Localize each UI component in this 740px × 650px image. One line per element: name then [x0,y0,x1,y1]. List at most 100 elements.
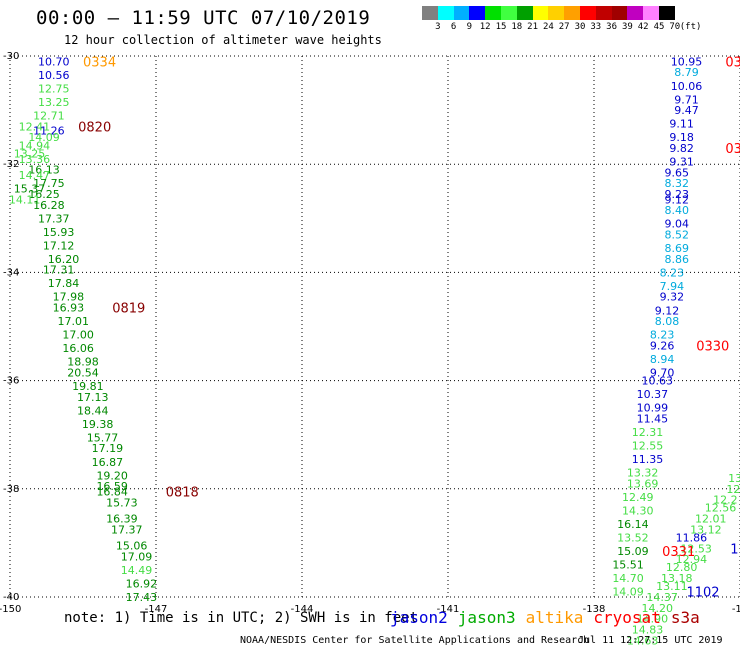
swh-value-jason2: 10.99 [637,402,669,415]
color-scale-swatch [422,6,438,20]
swh-value-altika: 15.37 [14,183,46,196]
swh-value-altika: 16.20 [48,253,80,266]
swh-value-jason2: 16.14 [617,518,649,531]
color-scale-level: 45 [653,22,665,32]
swh-value-altika: 17.43 [126,591,158,604]
color-scale-bar [422,6,675,20]
swh-value-altika: 19.38 [82,418,114,431]
swh-value-jason2: 10.06 [671,80,703,93]
swh-value-altika: 17.00 [62,329,94,342]
swh-value-jason2: 15.09 [617,545,649,558]
swh-value-altika: 16.84 [96,486,128,499]
swh-value-jason2: 9.65 [664,166,689,179]
swh-value-jason2: 8.32 [664,177,689,190]
swh-value-altika: 17.37 [38,212,70,225]
color-scale-swatch [485,6,501,20]
swh-value-jason2: 10.63 [642,375,674,388]
y-tick-label: -40 [3,592,19,603]
swh-value-jason2: 10.95 [671,55,703,68]
swh-value-jason2: 12.31 [632,426,664,439]
swh-value-jason2: 9.47 [674,104,699,117]
y-tick-label: -36 [3,376,19,387]
color-scale-swatch [500,6,517,20]
color-scale-swatch [611,6,628,20]
swh-value-altika: 10.56 [38,69,70,82]
swh-value-jason2: 9.11 [669,118,694,131]
pass-time-label: 1102 [686,586,719,601]
legend-item-jason3: jason3 [457,608,516,627]
swh-value-altika: 19.20 [96,469,128,482]
swh-value-altika: 14.49 [121,564,153,577]
swh-value-altika: 18.44 [77,404,109,417]
swh-value-jason2: 9.70 [650,366,675,379]
swh-value-altika: 17.75 [33,177,65,190]
swh-value-altika: 13.25 [38,96,70,109]
color-scale-level: (ft) [679,22,702,32]
swh-value-jason2: 12.49 [622,491,654,504]
swh-value-jason2: 9.32 [660,291,685,304]
swh-value-altika: 16.06 [62,342,94,355]
swh-value-altika: 15.06 [116,540,148,553]
swh-value-jason2: 15.51 [612,559,644,572]
swh-value-jason2: 14.30 [622,504,654,517]
swh-value-altika: 15.77 [87,431,119,444]
color-scale-swatch [453,6,470,20]
color-scale-level: 39 [621,22,633,32]
swh-value-altika: 17.84 [48,277,80,290]
swh-value-jason3: 14.20 [642,602,674,615]
swh-value-jason2: 9.12 [664,193,689,206]
swh-value-altika: 14.47 [19,169,51,182]
swh-value-altika: 10.70 [38,55,70,68]
pass-time-label: 0328 [725,55,740,70]
color-scale-level: 36 [606,22,618,32]
swh-value-jason2: 8.94 [650,353,675,366]
swh-value-jason2: 14.70 [612,572,644,585]
swh-value-altika: 12.75 [38,82,70,95]
color-scale-level: 6 [450,22,457,32]
swh-value-altika: 16.39 [106,513,138,526]
swh-value-jason2: 9.31 [669,155,694,168]
y-tick-label: -30 [3,51,19,62]
color-scale-swatch [532,6,549,20]
footer-note: note: 1) Time is in UTC; 2) SWH is in fe… [64,610,419,626]
x-tick-label: -147 [145,604,168,615]
swh-value-altika: 17.31 [43,264,75,277]
x-tick-label: -138 [583,604,606,615]
swh-value-altika: 16.59 [96,480,128,493]
swh-value-altika: 11.26 [33,125,65,138]
swh-value-jason2: 8.23 [650,329,675,342]
x-tick-label: -144 [291,604,314,615]
swh-value-altika: 12.71 [33,110,65,123]
swh-value-jason2: 13.32 [627,467,659,480]
color-scale-level: 12 [479,22,491,32]
swh-value-jason2: 14.09 [612,586,644,599]
color-scale-level: 15 [495,22,507,32]
x-tick-label: -141 [437,604,460,615]
color-scale-level: 30 [574,22,586,32]
swh-value-altika: 14.11 [9,193,41,206]
color-scale-level: 33 [590,22,602,32]
swh-value-jason2: 9.26 [650,339,675,352]
swh-value-jason2: 9.12 [655,304,680,317]
satellite-legend: jason2 jason3 altika cryosat s3a [390,608,710,627]
swh-value-jason2: 9.71 [674,93,699,106]
swh-value-altika: 13.25 [14,147,46,160]
swh-value-jason2: 11.45 [637,412,669,425]
swh-value-jason2: 8.86 [664,253,689,266]
swh-value-altika: 16.25 [28,188,60,201]
swh-value-jason2: 13.52 [617,531,649,544]
pass-time-label: 0820 [78,120,111,135]
swh-value-altika: 14.09 [28,131,60,144]
y-tick-label: -38 [3,484,19,495]
color-scale-level: 9 [466,22,473,32]
legend-item-altika: altika [525,608,584,627]
swh-value-jason2: 8.69 [664,242,689,255]
y-tick-label: -32 [3,159,19,170]
swh-value-altika: 16.93 [53,302,85,315]
swh-value-altika: 15.73 [106,496,138,509]
chart-subtitle: 12 hour collection of altimeter wave hei… [64,33,382,47]
footer-timestamp: Jul 11 12:27:15 UTC 2019 [578,635,723,646]
swh-value-jason3: 11.86 [676,531,708,544]
swh-value-jason2: 9.23 [664,188,689,201]
swh-value-altika: 15.93 [43,226,75,239]
